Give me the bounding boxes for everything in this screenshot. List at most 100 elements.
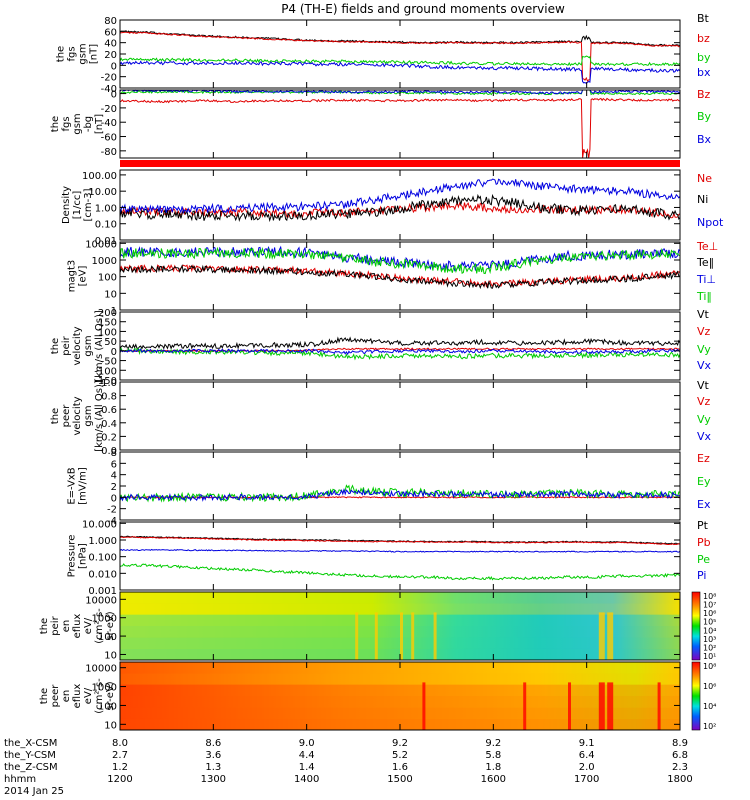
x-axis-value: 1.8 bbox=[485, 762, 501, 773]
legend-entry: Npot bbox=[697, 216, 724, 229]
series-line-Te bbox=[119, 263, 681, 290]
legend-entry: Vz bbox=[697, 325, 711, 338]
legend-entry: Vy bbox=[697, 413, 711, 426]
spectrogram-streak bbox=[523, 682, 527, 730]
y-axis-label-line: eV/ bbox=[83, 617, 94, 634]
colorbar-peer_eflux bbox=[691, 661, 701, 731]
y-tick-label: 0.6 bbox=[101, 405, 117, 416]
event-marker-bar bbox=[120, 160, 680, 167]
series-line-bz bbox=[119, 31, 681, 82]
y-tick-label: -50 bbox=[101, 357, 117, 368]
y-tick-label: 1000 bbox=[92, 256, 117, 267]
legend-entry: Vt bbox=[697, 379, 710, 392]
y-tick-label: 0.0 bbox=[101, 446, 117, 457]
x-axis-value: 2.0 bbox=[579, 762, 595, 773]
y-tick-label: 0 bbox=[111, 347, 117, 358]
series-line-Ti bbox=[119, 246, 681, 275]
x-axis-value: 1.3 bbox=[205, 762, 221, 773]
y-axis-label-line: eflux bbox=[72, 684, 83, 709]
y-axis-label-line: -bg bbox=[83, 116, 94, 132]
y-tick-label: 0.2 bbox=[101, 432, 117, 443]
y-tick-label: 0.8 bbox=[101, 392, 117, 403]
y-axis-label: the peer en eflux eV/(cm²-s-sr-eV) bbox=[39, 678, 116, 714]
y-tick-label: 10.00 bbox=[88, 187, 117, 198]
spectrogram-streak bbox=[607, 612, 614, 660]
x-axis-row-label: the_X-CSM bbox=[4, 738, 57, 749]
x-axis-value: 1800 bbox=[667, 774, 692, 785]
y-tick-label: 10000 bbox=[85, 595, 117, 606]
panel-frame bbox=[119, 451, 681, 521]
spectrogram-streak bbox=[374, 612, 378, 660]
y-tick-label: -80 bbox=[101, 147, 117, 158]
colorbar-tick-label: 10⁶ bbox=[703, 609, 716, 618]
y-axis-label-line: magt3 bbox=[67, 260, 78, 293]
x-axis-value: 1.6 bbox=[392, 762, 408, 773]
y-tick-label: 100 bbox=[98, 327, 117, 338]
spectrogram-streak bbox=[598, 682, 605, 730]
colorbar-tick-label: 10⁸ bbox=[703, 662, 716, 671]
x-axis-value: 1500 bbox=[387, 774, 412, 785]
y-axis-label-line: fgs bbox=[61, 116, 72, 131]
y-tick-label: 8 bbox=[111, 448, 117, 459]
colorbar-tick-label: 10³ bbox=[703, 635, 716, 644]
y-axis-label: Density [1/cc] [cm-3] bbox=[61, 186, 94, 224]
x-axis-value: 8.6 bbox=[205, 738, 221, 749]
legend-entry: Ex bbox=[697, 498, 711, 511]
y-axis-label-line: sr-eV) bbox=[105, 611, 116, 640]
x-axis-value: 1200 bbox=[107, 774, 132, 785]
y-tick-label: 20 bbox=[104, 50, 117, 61]
y-tick-label: 1000 bbox=[92, 614, 117, 625]
y-axis-label-line: [mV/m] bbox=[78, 467, 89, 505]
y-tick-label: 150 bbox=[98, 318, 117, 329]
series-line-Bt bbox=[119, 30, 681, 47]
y-axis-label-line: the bbox=[50, 408, 61, 424]
y-tick-label: 0.001 bbox=[88, 586, 117, 597]
y-axis-label-line: Pressure bbox=[67, 535, 78, 578]
spectrogram-streak bbox=[598, 612, 605, 660]
y-axis-label-line: velocity bbox=[72, 326, 83, 365]
legend-entry: Ne bbox=[697, 172, 712, 185]
y-axis-label-line: [nPa] bbox=[78, 543, 89, 569]
y-tick-label: 0.10 bbox=[95, 220, 117, 231]
y-tick-label: 80 bbox=[104, 16, 117, 27]
x-axis-value: 2.7 bbox=[112, 750, 128, 761]
y-axis-label-line: [nT] bbox=[89, 44, 100, 64]
y-tick-label: 1.000 bbox=[88, 536, 117, 547]
colorbar-tick-label: 10⁵ bbox=[703, 618, 716, 627]
legend-entry: Pe bbox=[697, 553, 710, 566]
spectrogram-band bbox=[120, 603, 680, 615]
spectrogram-band bbox=[120, 696, 680, 708]
series-line-Pi bbox=[119, 548, 681, 553]
y-axis-label-line: peer bbox=[50, 684, 61, 708]
y-tick-label: 50 bbox=[104, 337, 117, 348]
y-tick-label: -150 bbox=[94, 376, 117, 387]
legend-entry: Pi bbox=[697, 569, 706, 582]
series-line-bx bbox=[119, 60, 681, 85]
x-axis-value: 4.4 bbox=[299, 750, 315, 761]
spectrogram-streak bbox=[422, 682, 426, 730]
x-axis-value: 8.9 bbox=[672, 738, 688, 749]
spectrogram-streak bbox=[433, 612, 437, 660]
x-axis-value: 6.8 bbox=[672, 750, 688, 761]
y-axis-label-line: eflux bbox=[72, 614, 83, 639]
legend-entry: Vz bbox=[697, 395, 711, 408]
y-axis-label-line: the bbox=[56, 46, 67, 62]
colorbar-tick-label: 10⁶ bbox=[703, 682, 716, 691]
y-axis-label-line: the bbox=[39, 688, 50, 704]
spectrogram-band bbox=[120, 707, 680, 719]
panel-frame bbox=[119, 381, 681, 451]
legend-entry: bx bbox=[697, 66, 711, 79]
y-axis-label-line: gsm bbox=[83, 405, 94, 426]
y-tick-label: 1.0 bbox=[101, 378, 117, 389]
series-line-Ni bbox=[119, 193, 681, 223]
x-axis-value: 5.2 bbox=[392, 750, 408, 761]
legend-entry: Vx bbox=[697, 430, 712, 443]
spectrogram-streak bbox=[568, 682, 571, 730]
panel-pressure: Pt Pb Pe Pi 10.000 1.000 0.100 0.010 0.001 Pressu… bbox=[67, 519, 711, 597]
y-tick-label: 1000 bbox=[92, 683, 117, 694]
y-axis-label: the fgs gsm -bg [nT] bbox=[50, 113, 105, 134]
y-tick-label: 10 bbox=[104, 289, 117, 300]
legend-entry: Ti⊥ bbox=[696, 273, 716, 286]
y-axis-label-line: (cm²-s- bbox=[94, 678, 105, 714]
